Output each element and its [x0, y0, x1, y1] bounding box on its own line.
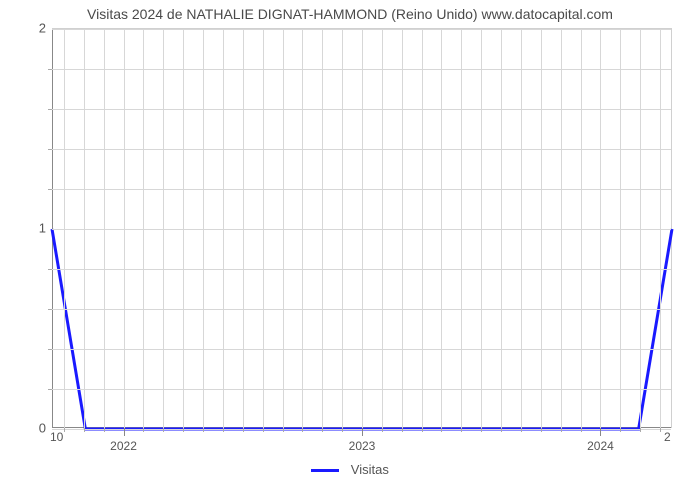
grid-v: [342, 29, 343, 428]
grid-v: [461, 29, 462, 428]
grid-v: [521, 29, 522, 428]
grid-v: [441, 29, 442, 428]
x-minor-tick: [84, 428, 85, 432]
grid-v: [203, 29, 204, 428]
grid-v: [243, 29, 244, 428]
x-minor-tick: [382, 428, 383, 432]
grid-v: [124, 29, 125, 428]
endpoint-label-right: 2: [664, 430, 671, 444]
y-minor-tick: [48, 389, 52, 390]
grid-v: [263, 29, 264, 428]
x-minor-tick: [322, 428, 323, 432]
x-minor-tick: [402, 428, 403, 432]
grid-v: [223, 29, 224, 428]
x-minor-tick: [104, 428, 105, 432]
x-minor-tick: [461, 428, 462, 432]
x-minor-tick: [203, 428, 204, 432]
grid-v: [402, 29, 403, 428]
y-minor-tick: [48, 189, 52, 190]
x-minor-tick: [441, 428, 442, 432]
grid-v: [640, 29, 641, 428]
chart-title: Visitas 2024 de NATHALIE DIGNAT-HAMMOND …: [0, 0, 700, 22]
y-tick-label: 2: [26, 21, 46, 36]
x-minor-tick: [143, 428, 144, 432]
x-minor-tick: [64, 428, 65, 432]
y-tick-label: 0: [26, 421, 46, 436]
grid-v: [581, 29, 582, 428]
x-minor-tick: [163, 428, 164, 432]
x-tick-label: 2024: [587, 439, 614, 453]
legend-label: Visitas: [351, 462, 389, 477]
y-minor-tick: [48, 109, 52, 110]
x-tick-label: 2022: [110, 439, 137, 453]
grid-v: [84, 29, 85, 428]
grid-v: [541, 29, 542, 428]
grid-v: [183, 29, 184, 428]
x-major-tick: [362, 428, 363, 436]
x-minor-tick: [223, 428, 224, 432]
grid-v: [561, 29, 562, 428]
x-major-tick: [600, 428, 601, 436]
y-minor-tick: [48, 309, 52, 310]
x-minor-tick: [541, 428, 542, 432]
x-minor-tick: [302, 428, 303, 432]
grid-v: [64, 29, 65, 428]
x-tick-label: 2023: [349, 439, 376, 453]
grid-v: [620, 29, 621, 428]
legend-swatch: [311, 469, 339, 472]
grid-v: [302, 29, 303, 428]
x-minor-tick: [521, 428, 522, 432]
legend: Visitas: [0, 462, 700, 477]
y-tick-label: 1: [26, 221, 46, 236]
x-minor-tick: [183, 428, 184, 432]
y-minor-tick: [48, 269, 52, 270]
x-minor-tick: [422, 428, 423, 432]
grid-v: [283, 29, 284, 428]
x-minor-tick: [640, 428, 641, 432]
x-minor-tick: [263, 428, 264, 432]
grid-v: [163, 29, 164, 428]
grid-v: [481, 29, 482, 428]
y-minor-tick: [48, 149, 52, 150]
grid-v: [322, 29, 323, 428]
x-minor-tick: [481, 428, 482, 432]
grid-v: [600, 29, 601, 428]
grid-v: [382, 29, 383, 428]
x-minor-tick: [620, 428, 621, 432]
x-minor-tick: [342, 428, 343, 432]
grid-v: [362, 29, 363, 428]
x-minor-tick: [243, 428, 244, 432]
grid-v: [143, 29, 144, 428]
grid-v: [501, 29, 502, 428]
grid-v: [660, 29, 661, 428]
x-minor-tick: [561, 428, 562, 432]
x-minor-tick: [283, 428, 284, 432]
y-minor-tick: [48, 69, 52, 70]
endpoint-label-left: 10: [50, 430, 63, 444]
x-minor-tick: [660, 428, 661, 432]
plot-area: [52, 28, 672, 428]
grid-v: [104, 29, 105, 428]
grid-v: [422, 29, 423, 428]
x-major-tick: [124, 428, 125, 436]
x-minor-tick: [581, 428, 582, 432]
y-minor-tick: [48, 349, 52, 350]
x-minor-tick: [501, 428, 502, 432]
